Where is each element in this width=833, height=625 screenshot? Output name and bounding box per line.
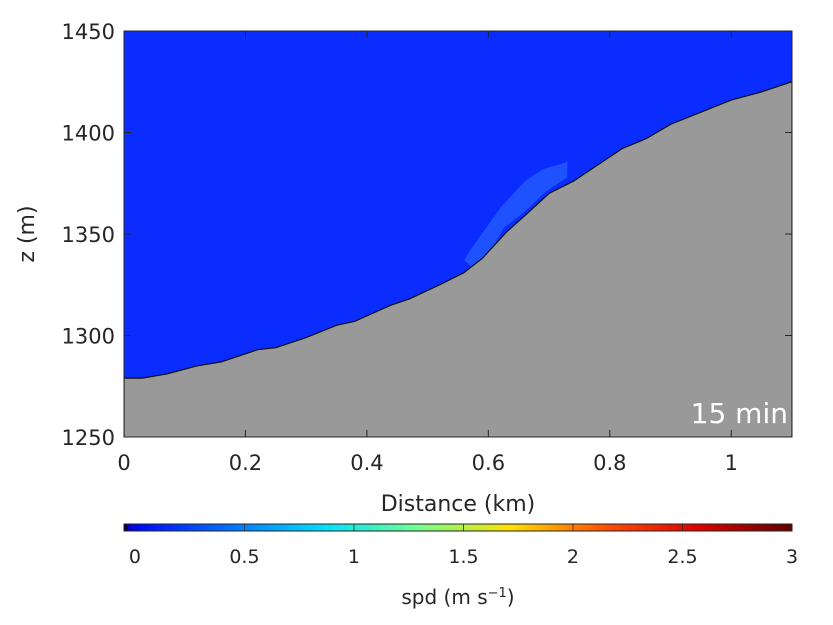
y-tick-label: 1350 [62,223,115,247]
colorbar-label: spd (m s−1) [401,585,514,609]
colorbar-label-exponent: −1 [488,586,507,601]
x-tick-label: 0.8 [593,451,626,475]
plot-area [124,31,792,437]
y-axis-label: z (m) [15,205,40,262]
x-tick-label: 0 [117,451,130,475]
x-tick-label: 0.4 [350,451,383,475]
speed-highlight-region [464,160,568,273]
colorbar-tick-label: 2.5 [667,546,697,568]
y-tick-label: 1250 [62,426,115,450]
colorbar-tick-label: 0.5 [229,546,259,568]
x-tick-label: 1 [725,451,738,475]
x-axis: 0 0.2 0.4 0.6 0.8 1 [117,31,738,475]
colorbar-label-text: spd (m s [401,585,487,609]
colorbar-label-close: ) [507,585,515,609]
x-tick-label: 0.6 [472,451,505,475]
y-axis: 1250 1300 1350 1400 1450 [62,20,792,450]
y-tick-label: 1450 [62,20,115,44]
colorbar-tick-label: 3 [786,546,798,568]
colorbar-gradient [124,524,792,531]
terrain-area [124,81,792,437]
colorbar-tick-label: 2 [567,546,579,568]
colorbar-tick-label: 0 [129,546,141,568]
y-tick-label: 1400 [62,122,115,146]
colorbar-ticks: 0 0.5 1 1.5 2 2.5 3 [129,524,798,568]
colorbar-tick-label: 1 [348,546,360,568]
y-tick-label: 1300 [62,325,115,349]
colorbar: 0 0.5 1 1.5 2 2.5 3 spd (m s−1) [123,523,798,609]
x-tick-label: 0.2 [229,451,262,475]
colorbar-tick-label: 1.5 [448,546,478,568]
x-axis-label: Distance (km) [381,492,536,517]
time-annotation: 15 min [691,397,788,430]
